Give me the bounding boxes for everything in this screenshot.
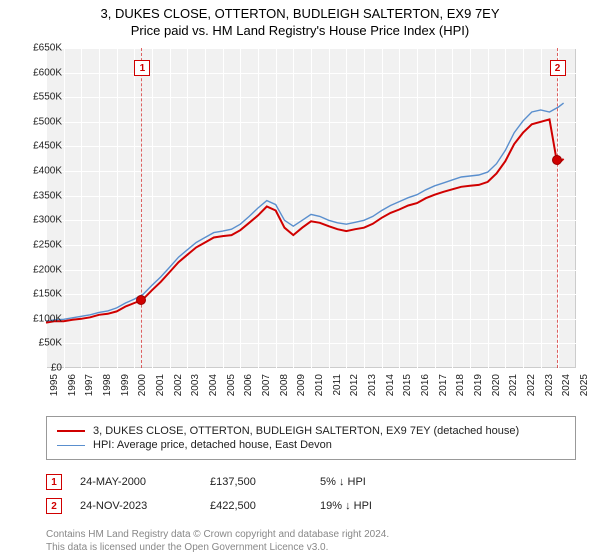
- ytick-label: £350K: [22, 190, 62, 201]
- footnote-line2: This data is licensed under the Open Gov…: [46, 541, 576, 554]
- xtick-label: 2012: [349, 374, 360, 396]
- xtick-label: 1997: [84, 374, 95, 396]
- ytick-label: £600K: [22, 67, 62, 78]
- xtick-label: 2020: [491, 374, 502, 396]
- xtick-label: 2024: [561, 374, 572, 396]
- event-pct-2: 19% ↓ HPI: [320, 500, 450, 512]
- xtick-label: 2004: [208, 374, 219, 396]
- ytick-label: £450K: [22, 141, 62, 152]
- ytick-label: £500K: [22, 116, 62, 127]
- xtick-label: 2007: [261, 374, 272, 396]
- event-marker-1-on-chart: 1: [134, 60, 150, 76]
- xtick-label: 2001: [155, 374, 166, 396]
- ytick-label: £150K: [22, 289, 62, 300]
- legend: 3, DUKES CLOSE, OTTERTON, BUDLEIGH SALTE…: [46, 416, 576, 460]
- event-dot-1: [136, 295, 146, 305]
- title-address: 3, DUKES CLOSE, OTTERTON, BUDLEIGH SALTE…: [0, 6, 600, 21]
- xtick-label: 2023: [544, 374, 555, 396]
- xtick-label: 2021: [508, 374, 519, 396]
- down-arrow-icon: ↓: [345, 500, 351, 512]
- xtick-label: 2000: [137, 374, 148, 396]
- series-hpi: [46, 103, 564, 321]
- xtick-label: 2022: [526, 374, 537, 396]
- xtick-label: 2011: [332, 374, 343, 396]
- ytick-label: £300K: [22, 215, 62, 226]
- xtick-label: 2008: [279, 374, 290, 396]
- legend-row-property: 3, DUKES CLOSE, OTTERTON, BUDLEIGH SALTE…: [57, 425, 565, 437]
- event-price-2: £422,500: [210, 500, 320, 512]
- event-row-1: 1 24-MAY-2000 £137,500 5% ↓ HPI: [46, 474, 576, 490]
- xtick-label: 2015: [402, 374, 413, 396]
- xtick-label: 2016: [420, 374, 431, 396]
- down-arrow-icon: ↓: [339, 476, 345, 488]
- xtick-label: 2009: [296, 374, 307, 396]
- event-date-2: 24-NOV-2023: [80, 500, 210, 512]
- ytick-label: £250K: [22, 239, 62, 250]
- footnote-line1: Contains HM Land Registry data © Crown c…: [46, 528, 576, 541]
- ytick-label: £550K: [22, 92, 62, 103]
- xtick-label: 1996: [67, 374, 78, 396]
- xtick-label: 2014: [385, 374, 396, 396]
- xtick-label: 2002: [173, 374, 184, 396]
- event-marker-2: 2: [46, 498, 62, 514]
- legend-label-hpi: HPI: Average price, detached house, East…: [93, 439, 332, 451]
- ytick-label: £650K: [22, 43, 62, 54]
- ytick-label: £50K: [22, 338, 62, 349]
- title-block: 3, DUKES CLOSE, OTTERTON, BUDLEIGH SALTE…: [0, 0, 600, 38]
- ytick-label: £400K: [22, 166, 62, 177]
- xtick-label: 2006: [243, 374, 254, 396]
- legend-swatch-property: [57, 430, 85, 432]
- legend-swatch-hpi: [57, 445, 85, 446]
- event-table: 1 24-MAY-2000 £137,500 5% ↓ HPI 2 24-NOV…: [46, 466, 576, 522]
- xtick-label: 2010: [314, 374, 325, 396]
- xtick-label: 2017: [438, 374, 449, 396]
- event-date-1: 24-MAY-2000: [80, 476, 210, 488]
- line-series-svg: [46, 48, 576, 368]
- series-property: [46, 119, 564, 322]
- event-vline-1: [141, 48, 142, 368]
- ytick-label: £0: [22, 363, 62, 374]
- xtick-label: 2019: [473, 374, 484, 396]
- ytick-label: £100K: [22, 313, 62, 324]
- xtick-label: 1998: [102, 374, 113, 396]
- ytick-label: £200K: [22, 264, 62, 275]
- event-price-1: £137,500: [210, 476, 320, 488]
- event-row-2: 2 24-NOV-2023 £422,500 19% ↓ HPI: [46, 498, 576, 514]
- event-marker-1: 1: [46, 474, 62, 490]
- xtick-label: 2018: [455, 374, 466, 396]
- title-subtitle: Price paid vs. HM Land Registry's House …: [0, 23, 600, 38]
- event-vline-2: [557, 48, 558, 368]
- event-pct-1: 5% ↓ HPI: [320, 476, 450, 488]
- xtick-label: 1995: [49, 374, 60, 396]
- xtick-label: 2005: [226, 374, 237, 396]
- gridline-h: [46, 368, 576, 369]
- xtick-label: 2025: [579, 374, 590, 396]
- event-marker-2-on-chart: 2: [550, 60, 566, 76]
- chart-area: 12: [46, 48, 576, 368]
- xtick-label: 2003: [190, 374, 201, 396]
- gridline-v: [576, 48, 577, 368]
- chart-container: 3, DUKES CLOSE, OTTERTON, BUDLEIGH SALTE…: [0, 0, 600, 560]
- footnote: Contains HM Land Registry data © Crown c…: [46, 528, 576, 554]
- legend-row-hpi: HPI: Average price, detached house, East…: [57, 439, 565, 451]
- xtick-label: 1999: [120, 374, 131, 396]
- event-dot-2: [552, 155, 562, 165]
- legend-label-property: 3, DUKES CLOSE, OTTERTON, BUDLEIGH SALTE…: [93, 425, 519, 437]
- xtick-label: 2013: [367, 374, 378, 396]
